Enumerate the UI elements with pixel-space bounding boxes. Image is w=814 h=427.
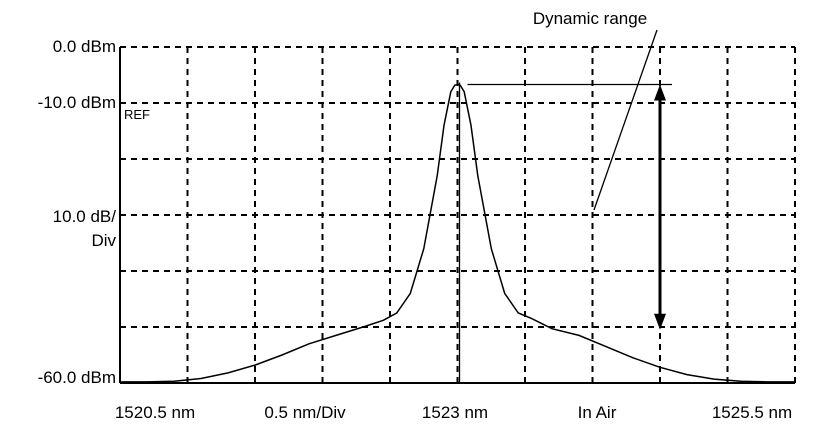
arrowhead-up-icon <box>654 84 666 101</box>
grid <box>120 46 796 383</box>
x-label-span: 0.5 nm/Div <box>264 403 346 422</box>
y-label-scale-line2: Div <box>91 231 116 250</box>
y-label-bottom: -60.0 dBm <box>38 368 116 387</box>
arrowhead-down-icon <box>654 313 666 330</box>
annotation-leader-line <box>593 29 658 211</box>
y-label-top: 0.0 dBm <box>53 37 116 56</box>
dynamic-range-label: Dynamic range <box>533 9 647 28</box>
x-label-start: 1520.5 nm <box>115 403 195 422</box>
y-label-ref: -10.0 dBm <box>38 93 116 112</box>
x-label-center: 1523 nm <box>422 403 488 422</box>
ref-tag: REF <box>124 107 150 122</box>
y-label-scale-line1: 10.0 dB/ <box>53 207 117 226</box>
spectrum-trace <box>120 83 795 383</box>
x-label-end: 1525.5 nm <box>712 403 792 422</box>
x-label-condition: In Air <box>578 403 617 422</box>
